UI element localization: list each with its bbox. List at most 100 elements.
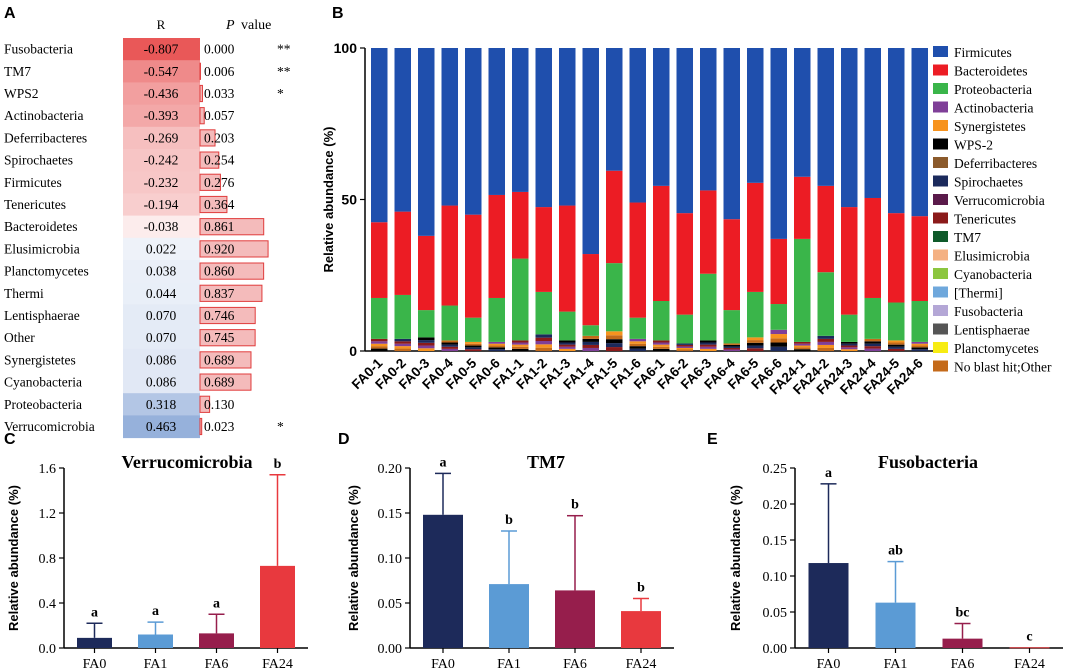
- bar-segment-minor: [653, 344, 670, 347]
- r-cell-15: [123, 371, 200, 394]
- phylum-label: Actinobacteria: [4, 108, 83, 123]
- bar-segment-minor: [653, 348, 670, 351]
- r-value: 0.070: [146, 308, 177, 323]
- bar-segment-firmicutes: [465, 48, 482, 215]
- bar-segment-minor: [770, 334, 787, 339]
- bar-segment-minor: [465, 341, 482, 344]
- r-value: -0.232: [144, 175, 179, 190]
- y-tick-label: 0.00: [378, 642, 403, 657]
- r-value: -0.436: [144, 86, 179, 101]
- bar-segment-firmicutes: [888, 48, 905, 214]
- r-value: 0.086: [146, 375, 177, 390]
- bar-segment-minor: [794, 345, 811, 348]
- bar: [942, 638, 983, 648]
- bar-segment-minor: [864, 348, 881, 351]
- bar-segment-minor: [371, 343, 388, 347]
- r-value: -0.393: [144, 108, 179, 123]
- bar-segment-minor: [911, 349, 928, 351]
- bar-segment-proteobacteria: [747, 291, 764, 338]
- bar-segment-minor: [770, 338, 787, 343]
- bar-segment-minor: [653, 346, 670, 349]
- bar-segment-bacteroidetes: [794, 176, 811, 239]
- bar-segment-firmicutes: [911, 48, 928, 217]
- bar-segment-firmicutes: [723, 48, 740, 220]
- bar-segment-minor: [841, 349, 858, 351]
- legend-swatch: [933, 323, 948, 335]
- chart-title: Verrucomicrobia: [122, 452, 253, 472]
- y-tick-label: 0.0: [39, 642, 57, 657]
- bar-segment-minor: [441, 346, 458, 349]
- r-cell-1: [123, 60, 200, 83]
- bar-segment-minor: [559, 348, 576, 351]
- phylum-label: Firmicutes: [4, 175, 62, 190]
- bar-segment-minor: [723, 349, 740, 351]
- bar-segment-minor: [371, 348, 388, 351]
- bar-segment-minor: [465, 343, 482, 346]
- phylum-label: Bacteroidetes: [4, 219, 77, 234]
- bar-segment-minor: [864, 341, 881, 344]
- r-cell-4: [123, 126, 200, 150]
- bar-chart-verrucomicrobia: 0.0 0.4 0.8 1.2 1.6 Relative abundance (%) Ver…: [6, 452, 308, 670]
- significance-mark: *: [277, 419, 284, 434]
- bar-segment-minor: [700, 342, 717, 345]
- legend-label: Spirochaetes: [954, 175, 1023, 190]
- r-value: 0.086: [146, 352, 177, 367]
- phylum-label: Lentisphaerae: [4, 308, 80, 323]
- bar-segment-minor: [629, 338, 646, 342]
- legend-swatch: [933, 83, 948, 94]
- bar-segment-bacteroidetes: [394, 211, 411, 295]
- y-tick-label: 0.8: [39, 552, 57, 567]
- p-bar: [199, 129, 216, 147]
- bar-segment-minor: [488, 341, 505, 344]
- bar-segment-minor: [512, 344, 529, 347]
- legend-swatch: [933, 101, 948, 113]
- significance-letter: b: [637, 581, 645, 596]
- bar-segment-minor: [488, 347, 505, 350]
- r-value: -0.807: [144, 42, 179, 57]
- bar-segment-minor: [418, 340, 435, 343]
- panel-label-d: D: [338, 431, 350, 448]
- x-tick-label: FA0: [431, 657, 455, 670]
- bar-segment-proteobacteria: [512, 258, 529, 341]
- bar: [138, 634, 173, 648]
- bar-segment-proteobacteria: [535, 291, 552, 335]
- bar-segment-proteobacteria: [629, 317, 646, 339]
- r-value: 0.070: [146, 330, 177, 345]
- bar-segment-bacteroidetes: [629, 202, 646, 318]
- bar-segment-firmicutes: [747, 48, 764, 183]
- p-value: 0.837: [204, 286, 235, 301]
- r-cell-8: [123, 215, 200, 239]
- bar-segment-minor: [864, 338, 881, 342]
- bar-segment-minor: [700, 348, 717, 351]
- bar-segment-firmicutes: [653, 48, 670, 186]
- p-value: 0.000: [204, 42, 235, 57]
- p-bar: [199, 306, 256, 325]
- bar-segment-firmicutes: [535, 48, 552, 208]
- p-value: 0.746: [204, 308, 235, 323]
- legend-swatch: [933, 249, 948, 261]
- bar-segment-minor: [559, 342, 576, 345]
- bar-chart-tm7: 0.00 0.05 0.10 0.15 0.20 Relative abundance (…: [346, 452, 674, 670]
- bar-segment-bacteroidetes: [864, 197, 881, 298]
- p-bar: [199, 218, 265, 236]
- p-value: 0.203: [204, 130, 235, 145]
- bar-segment-minor: [676, 347, 693, 350]
- bar-segment-proteobacteria: [559, 311, 576, 341]
- bar-segment-bacteroidetes: [676, 213, 693, 315]
- bar-segment-firmicutes: [394, 48, 411, 212]
- legend-label: Bacteroidetes: [954, 64, 1027, 79]
- bar-segment-bacteroidetes: [653, 185, 670, 302]
- r-cell-5: [123, 149, 200, 172]
- bar: [489, 584, 529, 648]
- legend-swatch: [933, 46, 948, 57]
- p-value: 0.689: [204, 352, 235, 367]
- bar-segment-minor: [676, 349, 693, 351]
- legend-swatch: [933, 231, 948, 242]
- bar: [199, 633, 234, 648]
- p-value: 0.745: [204, 330, 235, 345]
- phylum-label: Fusobacteria: [4, 42, 73, 57]
- bar-segment-minor: [676, 344, 693, 347]
- bar-segment-proteobacteria: [488, 297, 505, 342]
